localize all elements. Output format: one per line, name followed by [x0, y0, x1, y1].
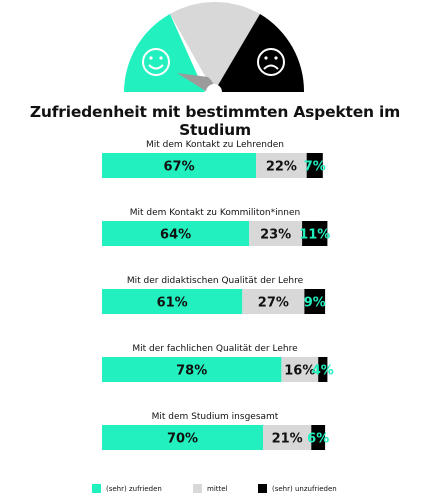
satisfaction-gauge	[124, 1, 305, 100]
bar-segment-satisfied	[102, 357, 282, 382]
category-label: Mit der didaktischen Qualität der Lehre	[127, 276, 304, 286]
bar-segment-unsatisfied	[302, 221, 328, 246]
legend-swatch-neutral	[193, 484, 202, 493]
bar-segment-unsatisfied	[304, 289, 326, 314]
legend-label-satisfied: (sehr) zufrieden	[106, 484, 162, 493]
data-label-satisfied: 61%	[157, 296, 188, 311]
legend-item-neutral: mittel	[193, 484, 228, 493]
legend-item-satisfied: (sehr) zufrieden	[92, 484, 162, 493]
bar-segment-satisfied	[102, 153, 257, 178]
legend-swatch-unsatisfied	[258, 484, 267, 493]
category-label: Mit dem Kontakt zu Lehrenden	[146, 140, 284, 150]
data-label-neutral: 16%	[284, 364, 315, 379]
category-label: Mit dem Kontakt zu Kommiliton*innen	[130, 208, 301, 218]
legend-label-unsatisfied: (sehr) unzufrieden	[272, 484, 337, 493]
data-label-unsatisfied: 6%	[307, 432, 329, 447]
data-label-satisfied: 64%	[160, 228, 191, 243]
bar-segment-unsatisfied	[311, 425, 326, 450]
happy-face-icon	[142, 48, 170, 76]
category-label: Mit der fachlichen Qualität der Lehre	[132, 344, 298, 354]
stacked-bar-chart: Mit dem Kontakt zu Lehrenden 67% 22% 7% Mit …	[102, 140, 334, 450]
data-label-unsatisfied: 9%	[304, 296, 326, 311]
bar-segment-neutral	[256, 153, 307, 178]
bar-segment-neutral	[281, 357, 319, 382]
bar-segment-satisfied	[102, 289, 243, 314]
legend-swatch-satisfied	[92, 484, 101, 493]
gauge-neutral-segment	[170, 1, 260, 93]
legend-item-unsatisfied: (sehr) unzufrieden	[258, 484, 337, 493]
gauge-unsatisfied-segment	[214, 14, 305, 92]
gauge-needle	[177, 73, 215, 95]
bar-segment-satisfied	[102, 425, 263, 450]
category-label: Mit dem Studium insgesamt	[152, 412, 279, 422]
legend-label-neutral: mittel	[207, 484, 228, 493]
bar-segment-satisfied	[102, 221, 250, 246]
data-label-unsatisfied: 4%	[312, 364, 334, 379]
data-label-unsatisfied: 7%	[304, 160, 326, 175]
bar-segment-unsatisfied	[318, 357, 328, 382]
data-label-unsatisfied: 11%	[299, 228, 330, 243]
data-label-satisfied: 78%	[176, 364, 207, 379]
data-label-neutral: 21%	[272, 432, 303, 447]
data-label-neutral: 23%	[260, 228, 291, 243]
data-label-satisfied: 70%	[167, 432, 198, 447]
data-label-neutral: 22%	[266, 160, 297, 175]
bar-segment-unsatisfied	[306, 153, 323, 178]
data-label-satisfied: 67%	[163, 160, 194, 175]
bar-segment-neutral	[263, 425, 312, 450]
sad-face-icon	[257, 48, 285, 76]
data-label-neutral: 27%	[258, 296, 289, 311]
bar-segment-neutral	[249, 221, 303, 246]
bar-segment-neutral	[242, 289, 305, 314]
chart-title: Zufriedenheit mit bestimmten Aspekten im…	[29, 103, 401, 139]
